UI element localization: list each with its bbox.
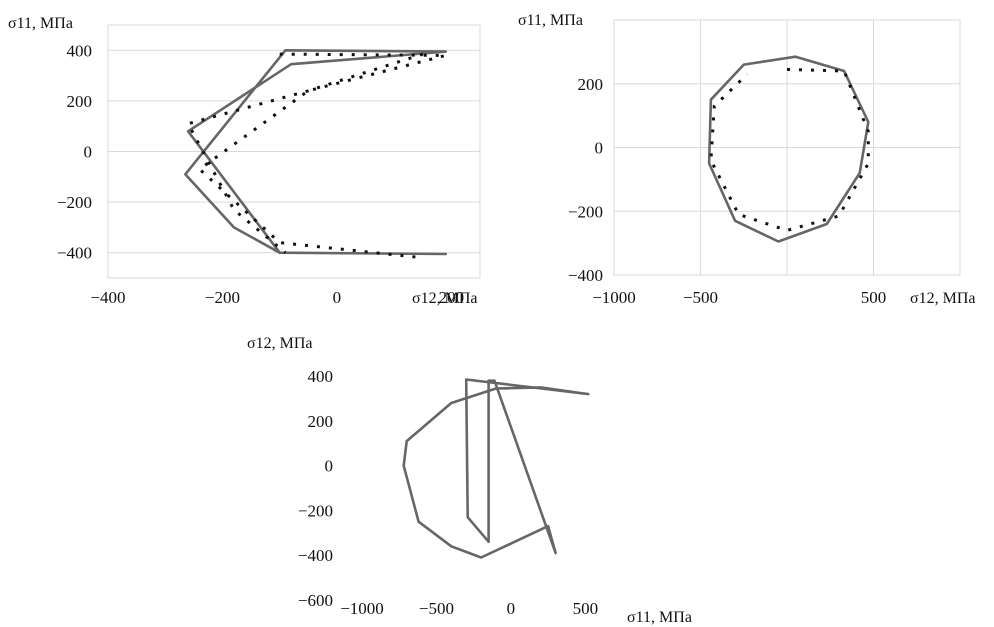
chart-3-x-tick-label: −500 <box>419 599 454 618</box>
chart-1-series-model-0 <box>184 48 448 256</box>
chart-3-y-tick-label: −400 <box>298 546 333 565</box>
chart-2-plot-area <box>613 19 961 276</box>
chart-2-series-experimental-1 <box>709 67 870 232</box>
chart-3-y-tick-label: −600 <box>298 591 333 610</box>
chart-1-x-tick-label: −200 <box>205 288 240 307</box>
chart-1-x-axis-label: σ12, МПа <box>412 290 478 307</box>
chart-3-y-tick-label: −200 <box>298 501 333 520</box>
chart-1-y-axis-label: σ11, МПа <box>8 15 73 32</box>
chart-2-y-tick-label: −200 <box>568 202 603 221</box>
chart-3-x-tick-label: 500 <box>573 599 599 618</box>
chart-2-y-tick-label: 0 <box>595 139 604 158</box>
chart-3-series-model-0 <box>402 378 590 559</box>
chart-1-x-tick-label: 0 <box>333 288 342 307</box>
chart-1-series-experimental-1 <box>197 52 447 260</box>
chart-2-x-tick-label: 500 <box>861 288 887 307</box>
chart-3-x-tick-label: −1000 <box>340 599 384 618</box>
chart-3-y-tick-label: 200 <box>308 412 334 431</box>
chart-2-x-tick-label: −500 <box>683 288 718 307</box>
chart-2-x-tick-label: −1000 <box>592 288 636 307</box>
chart-3: −1000 −500 0 500 400 200 0 −200 −400 −600 σ12, МП… <box>247 335 692 626</box>
chart-1-y-tick-label: −200 <box>57 193 92 212</box>
chart-1-x-tick-label: −400 <box>90 288 125 307</box>
chart-3-x-axis-label: σ11, МПа <box>627 609 692 626</box>
chart-2-y-tick-label: 200 <box>578 75 604 94</box>
chart-2-y-tick-label: −400 <box>568 266 603 285</box>
chart-3-y-tick-label: 0 <box>325 457 334 476</box>
chart-1-y-tick-label: 400 <box>67 41 93 60</box>
chart-2-y-axis-label: σ11, МПа <box>518 12 583 29</box>
chart-1-y-tick-label: 0 <box>84 143 93 162</box>
chart-2-x-axis-label: σ12, МПа <box>910 290 976 307</box>
chart-3-y-axis-label: σ12, МПа <box>247 335 313 352</box>
chart-3-y-tick-label: 400 <box>308 367 334 386</box>
chart-1-plot-area <box>107 24 481 279</box>
chart-3-x-tick-label: 0 <box>507 599 516 618</box>
chart-2-series-model-0 <box>707 55 870 243</box>
chart-2: −1000 −500 500 200 0 −200 −400 σ11, МПа σ12, М… <box>518 12 976 307</box>
chart-1: −400 −200 0 200 400 200 0 −200 −400 σ11, МПа σ12… <box>8 15 481 307</box>
chart-1-y-tick-label: −400 <box>57 244 92 263</box>
chart-1-x-tick-label: 200 <box>439 288 465 307</box>
chart-1-series-experimental-2 <box>185 52 424 254</box>
chart-1-y-tick-label: 200 <box>67 92 93 111</box>
